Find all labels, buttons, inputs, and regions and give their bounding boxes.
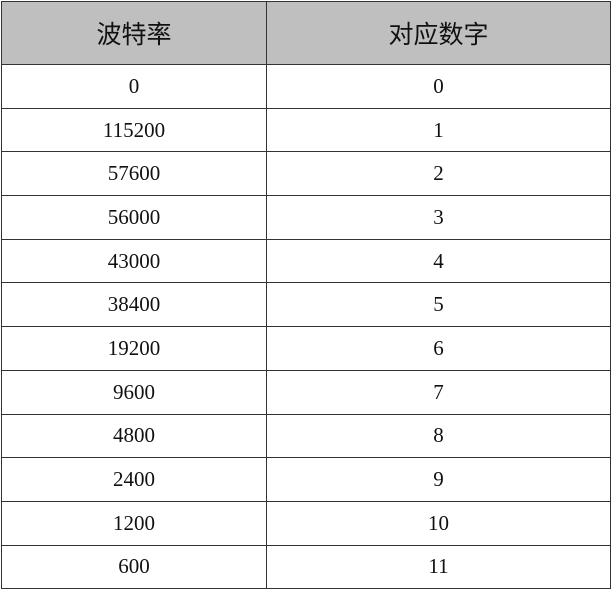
code-cell: 0: [266, 64, 611, 109]
header-code: 对应数字: [266, 1, 611, 65]
table-row: 4800 8: [1, 413, 611, 459]
code-cell: 3: [266, 195, 611, 240]
code-cell: 4: [266, 238, 611, 284]
baud-rate-cell: 19200: [1, 326, 267, 371]
code-cell: 7: [266, 369, 611, 415]
baud-rate-cell: 0: [1, 64, 267, 109]
table-row: 38400 5: [1, 282, 611, 328]
header-baud-rate: 波特率: [1, 1, 267, 65]
table-row: 19200 6: [1, 326, 611, 371]
baud-rate-cell: 56000: [1, 195, 267, 240]
table-row: 56000 3: [1, 195, 611, 240]
table-row: 115200 1: [1, 107, 611, 153]
baud-rate-cell: 38400: [1, 282, 267, 328]
baud-rate-cell: 9600: [1, 369, 267, 415]
baud-rate-cell: 4800: [1, 413, 267, 459]
baud-rate-cell: 600: [1, 544, 267, 590]
table-row: 1200 10: [1, 500, 611, 546]
code-cell: 9: [266, 457, 611, 502]
code-cell: 1: [266, 107, 611, 153]
code-cell: 5: [266, 282, 611, 328]
baud-rate-cell: 2400: [1, 457, 267, 502]
table-row: 9600 7: [1, 369, 611, 415]
baud-rate-cell: 1200: [1, 500, 267, 546]
code-cell: 6: [266, 326, 611, 371]
header-row: 波特率 对应数字: [1, 1, 611, 65]
code-cell: 10: [266, 500, 611, 546]
baud-rate-cell: 57600: [1, 151, 267, 197]
table-row: 57600 2: [1, 151, 611, 197]
code-cell: 8: [266, 413, 611, 459]
code-cell: 11: [266, 544, 611, 590]
code-cell: 2: [266, 151, 611, 197]
baud-rate-cell: 115200: [1, 107, 267, 153]
table-row: 600 11: [1, 544, 611, 590]
baud-rate-cell: 43000: [1, 238, 267, 284]
table-row: 43000 4: [1, 238, 611, 284]
table-row: 2400 9: [1, 457, 611, 502]
